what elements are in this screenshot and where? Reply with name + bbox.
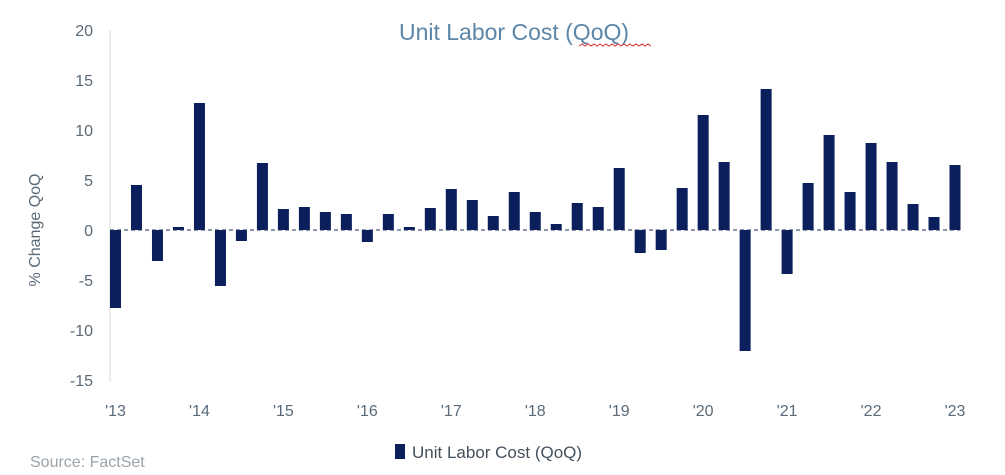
bar	[592, 207, 604, 230]
x-tick-label: '21	[777, 403, 798, 420]
bar	[277, 209, 289, 230]
bar	[802, 183, 814, 230]
y-tick-label: 20	[75, 23, 93, 40]
bar	[235, 230, 247, 241]
y-tick-label: 10	[75, 123, 93, 140]
x-tick-label: '14	[189, 403, 210, 420]
bar	[361, 230, 373, 242]
x-tick-label: '23	[945, 403, 966, 420]
bars	[110, 89, 961, 351]
x-tick-label: '16	[357, 403, 378, 420]
x-tick-label: '19	[609, 403, 630, 420]
y-tick-label: -15	[70, 373, 93, 390]
x-tick-label: '20	[693, 403, 714, 420]
bar	[382, 214, 394, 230]
spellcheck-underline	[578, 43, 652, 47]
bar	[487, 216, 499, 230]
bar	[823, 135, 835, 230]
bar	[781, 230, 793, 274]
bar	[844, 192, 856, 230]
bar	[760, 89, 772, 230]
x-tick-label: '15	[273, 403, 294, 420]
x-tick-labels: '13 '14 '15 '16 '17 '18 '19 '20 '21 '22 '23	[105, 403, 965, 420]
y-tick-label: -5	[79, 273, 93, 290]
bar	[634, 230, 646, 253]
bar	[739, 230, 751, 351]
bar	[424, 208, 436, 230]
bar	[110, 230, 121, 308]
bar	[886, 162, 898, 230]
bar	[130, 185, 142, 230]
bar	[676, 188, 688, 230]
bar	[466, 200, 478, 230]
bar	[508, 192, 520, 230]
y-axis-label: % Change QoQ	[27, 174, 44, 287]
source-note: Source: FactSet	[30, 454, 145, 471]
bar	[907, 204, 919, 230]
bar	[613, 168, 625, 230]
bar	[403, 227, 415, 230]
y-tick-label: 15	[75, 73, 93, 90]
bar	[928, 217, 940, 230]
bar	[319, 212, 331, 230]
bar	[697, 115, 709, 230]
y-tick-label: 0	[84, 223, 93, 240]
bar	[256, 163, 268, 230]
y-tick-label: 5	[84, 173, 93, 190]
bar	[718, 162, 730, 230]
bar	[445, 189, 457, 230]
bar	[298, 207, 310, 230]
legend-swatch	[395, 444, 405, 459]
bar	[340, 214, 352, 230]
bar	[151, 230, 163, 261]
bar	[214, 230, 226, 286]
x-tick-label: '13	[105, 403, 126, 420]
y-tick-label: -10	[70, 323, 93, 340]
bar	[865, 143, 877, 230]
legend-label: Unit Labor Cost (QoQ)	[412, 443, 582, 462]
bar	[949, 165, 961, 230]
bar	[172, 227, 184, 230]
bar	[529, 212, 541, 230]
x-tick-label: '18	[525, 403, 546, 420]
bar	[571, 203, 583, 230]
bar	[550, 224, 562, 230]
x-tick-label: '17	[441, 403, 462, 420]
bar	[193, 103, 205, 230]
chart-title: Unit Labor Cost (QoQ)	[399, 19, 629, 45]
x-tick-label: '22	[861, 403, 882, 420]
bar	[655, 230, 667, 250]
y-tick-labels: 20 15 10 5 0 -5 -10 -15	[70, 23, 93, 390]
